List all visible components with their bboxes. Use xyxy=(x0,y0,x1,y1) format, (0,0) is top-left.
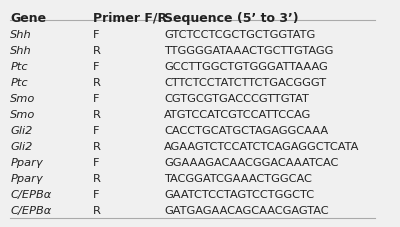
Text: GCCTTGGCTGTGGGATTAAAG: GCCTTGGCTGTGGGATTAAAG xyxy=(164,62,328,72)
Text: R: R xyxy=(93,110,101,120)
Text: Ptc: Ptc xyxy=(10,62,28,72)
Text: Ptc: Ptc xyxy=(10,78,28,88)
Text: GATGAGAACAGCAACGAGTAC: GATGAGAACAGCAACGAGTAC xyxy=(164,205,329,215)
Text: C/EPBα: C/EPBα xyxy=(10,189,52,199)
Text: TTGGGGATAAACTGCTTGTAGG: TTGGGGATAAACTGCTTGTAGG xyxy=(164,46,334,56)
Text: R: R xyxy=(93,173,101,183)
Text: F: F xyxy=(93,126,100,136)
Text: Gli2: Gli2 xyxy=(10,142,33,152)
Text: F: F xyxy=(93,158,100,168)
Text: R: R xyxy=(93,142,101,152)
Text: CTTCTCCTATCTTCTGACGGGT: CTTCTCCTATCTTCTGACGGGT xyxy=(164,78,326,88)
Text: GAATCTCCTAGTCCTGGCTC: GAATCTCCTAGTCCTGGCTC xyxy=(164,189,314,199)
Text: GGAAAGACAACGGACAAATCAC: GGAAAGACAACGGACAAATCAC xyxy=(164,158,339,168)
Text: R: R xyxy=(93,46,101,56)
Text: Primer F/R: Primer F/R xyxy=(93,12,167,25)
Text: CGTGCGTGACCCGTTGTAT: CGTGCGTGACCCGTTGTAT xyxy=(164,94,309,104)
Text: CACCTGCATGCTAGAGGCAAA: CACCTGCATGCTAGAGGCAAA xyxy=(164,126,328,136)
Text: Smo: Smo xyxy=(10,94,36,104)
Text: R: R xyxy=(93,78,101,88)
Text: TACGGATCGAAACTGGCAC: TACGGATCGAAACTGGCAC xyxy=(164,173,312,183)
Text: R: R xyxy=(93,205,101,215)
Text: ATGTCCATCGTCCATTCCAG: ATGTCCATCGTCCATTCCAG xyxy=(164,110,312,120)
Text: Smo: Smo xyxy=(10,110,36,120)
Text: Gene: Gene xyxy=(10,12,46,25)
Text: GTCTCCTCGCTGCTGGTATG: GTCTCCTCGCTGCTGGTATG xyxy=(164,30,316,40)
Text: F: F xyxy=(93,189,100,199)
Text: F: F xyxy=(93,30,100,40)
Text: Sequence (5’ to 3’): Sequence (5’ to 3’) xyxy=(164,12,299,25)
Text: AGAAGTCTCCATCTCAGAGGCTCATA: AGAAGTCTCCATCTCAGAGGCTCATA xyxy=(164,142,360,152)
Text: Pparγ: Pparγ xyxy=(10,173,43,183)
Text: F: F xyxy=(93,94,100,104)
Text: Shh: Shh xyxy=(10,46,32,56)
Text: F: F xyxy=(93,62,100,72)
Text: C/EPBα: C/EPBα xyxy=(10,205,52,215)
Text: Shh: Shh xyxy=(10,30,32,40)
Text: Gli2: Gli2 xyxy=(10,126,33,136)
Text: Pparγ: Pparγ xyxy=(10,158,43,168)
